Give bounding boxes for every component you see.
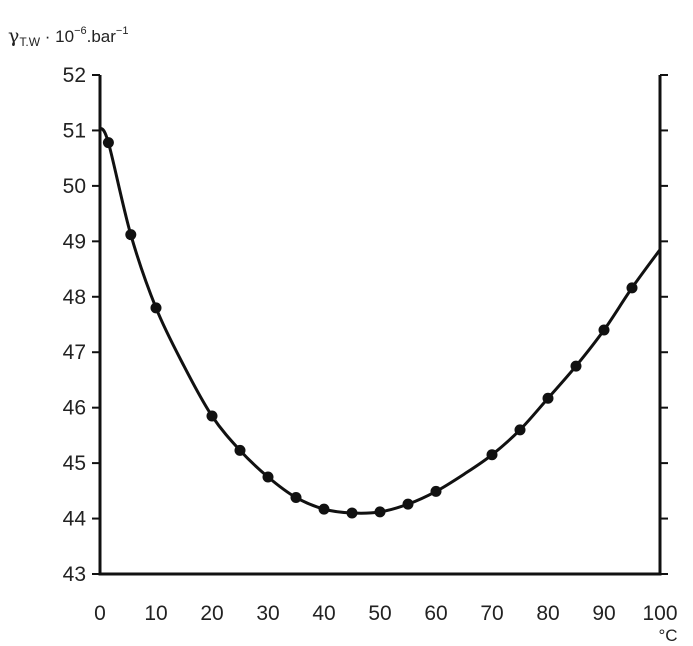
x-tick-label: 20: [200, 602, 223, 625]
data-point: [346, 507, 358, 519]
y-axis-title: γT.W · 10−6.bar−1: [8, 25, 128, 49]
x-tick-label: 40: [312, 602, 335, 625]
series-points-layer: [102, 137, 638, 519]
y-axis-unit: .bar: [87, 27, 117, 46]
data-point: [206, 410, 218, 422]
svg-text:γT.W · 10−6.bar−1: γT.W · 10−6.bar−1: [8, 25, 128, 49]
y-tick-label: 49: [63, 230, 86, 253]
data-point: [598, 324, 610, 336]
y-axis-ticks: 43 44 45 46 47 48 49 50 51 52: [63, 64, 668, 586]
x-tick-label: 60: [424, 602, 447, 625]
data-point: [430, 485, 442, 497]
data-point: [290, 491, 302, 503]
y-tick-label: 48: [63, 286, 86, 309]
series-line: [98, 126, 662, 515]
data-point: [318, 503, 330, 515]
y-axis-symbol: γ: [8, 25, 19, 47]
y-tick-label: 47: [63, 341, 86, 364]
y-tick-label: 50: [63, 175, 86, 198]
x-tick-label: 50: [368, 602, 391, 625]
data-point: [125, 229, 137, 241]
x-tick-label: 70: [480, 602, 503, 625]
data-point: [262, 471, 274, 483]
x-tick-label: 10: [144, 602, 167, 625]
y-tick-label: 51: [63, 119, 86, 142]
data-point: [374, 506, 386, 518]
y-axis-subscript: T.W: [19, 35, 40, 49]
y-axis-scale: · 10: [40, 27, 74, 46]
y-axis-unit-exponent: −1: [116, 25, 129, 37]
data-point: [150, 302, 162, 314]
y-tick-label: 52: [63, 64, 86, 87]
data-point: [234, 444, 246, 456]
x-axis-unit: °C: [658, 626, 677, 645]
plot-frame: [98, 75, 662, 576]
y-tick-label: 46: [63, 397, 86, 420]
y-tick-label: 43: [63, 563, 86, 586]
series-curve-layer: [98, 126, 662, 515]
data-point: [402, 498, 414, 510]
x-tick-label: 100: [642, 602, 677, 625]
y-tick-label: 45: [63, 452, 86, 475]
x-axis-ticks: 0 10 20 30 40 50 60 70 80 90 100: [94, 602, 677, 625]
data-point: [514, 424, 526, 436]
data-point: [570, 360, 582, 372]
x-tick-label: 0: [94, 602, 106, 625]
x-tick-label: 80: [536, 602, 559, 625]
x-tick-label: 90: [592, 602, 615, 625]
x-tick-label: 30: [256, 602, 279, 625]
data-point: [626, 282, 638, 294]
data-point: [486, 449, 498, 461]
data-point: [102, 137, 114, 149]
data-point: [542, 392, 554, 404]
y-axis-exponent: −6: [74, 25, 87, 37]
y-tick-label: 44: [63, 508, 87, 531]
